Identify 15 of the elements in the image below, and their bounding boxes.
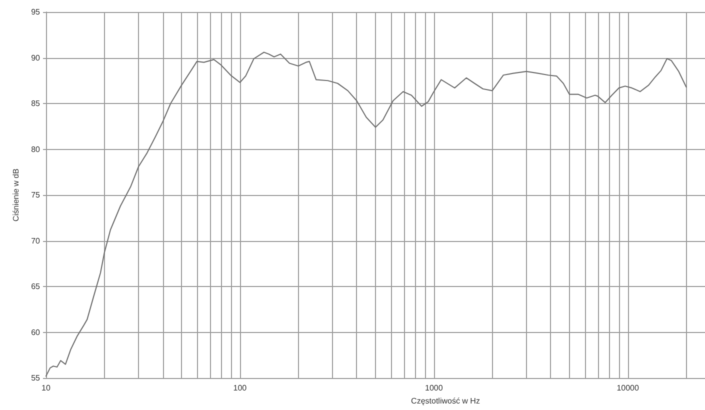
y-tick-label: 95: [31, 8, 41, 16]
x-axis-title: Częstotliwość w Hz: [411, 396, 480, 406]
x-tick-label: 10000: [616, 384, 640, 392]
y-tick-label: 80: [31, 144, 41, 154]
y-tick-label: 70: [31, 236, 41, 246]
x-tick-label: 100: [233, 384, 248, 392]
y-tick-label: 75: [31, 190, 41, 200]
y-tick-label: 65: [31, 282, 41, 291]
x-tick-label: 1000: [424, 384, 444, 392]
y-axis-title: Ciśnienie w dB: [12, 168, 21, 222]
x-tick-label: 10: [42, 384, 51, 392]
y-tick-label: 55: [31, 374, 41, 382]
y-tick-label: 60: [31, 328, 41, 337]
y-tick-label: 90: [31, 53, 41, 62]
y-tick-label: 85: [31, 99, 41, 108]
